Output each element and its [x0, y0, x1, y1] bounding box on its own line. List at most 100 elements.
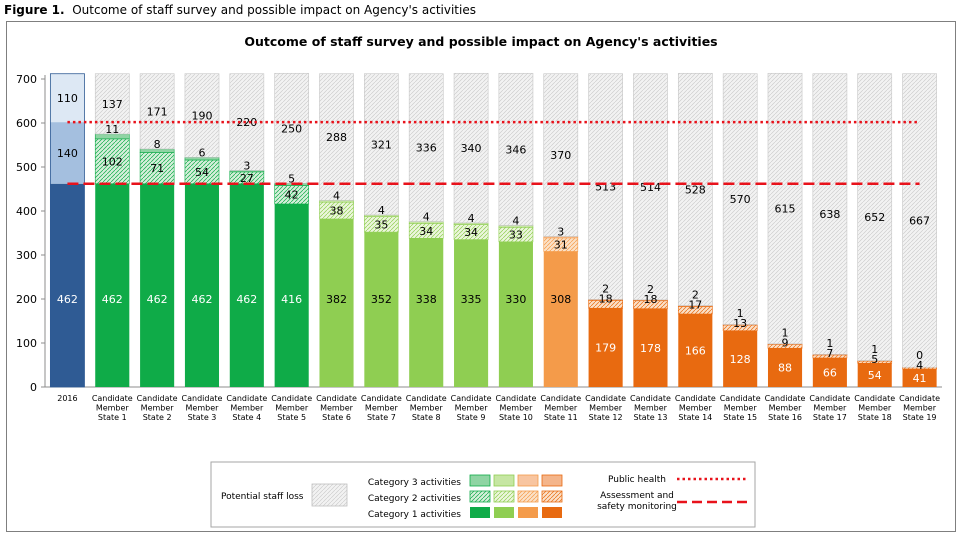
x-tick-label: Member — [275, 404, 309, 413]
data-label-staff-loss: 528 — [685, 183, 706, 196]
x-tick-label: Candidate — [92, 394, 133, 403]
data-label-category2: 17 — [688, 298, 702, 311]
x-tick-label: State 10 — [499, 413, 533, 422]
data-label-staff-loss: 652 — [864, 211, 885, 224]
bar-segment-staff-loss — [722, 73, 758, 325]
data-label-category2: 5 — [871, 353, 878, 366]
legend-swatch-c1-light-orange — [518, 507, 538, 518]
data-label-category1: 128 — [730, 353, 751, 366]
x-tick-label: State 13 — [634, 413, 668, 422]
data-label-category1: 41 — [913, 372, 927, 385]
data-label-category2: 18 — [643, 293, 657, 306]
data-label-staff-loss: 171 — [147, 105, 168, 118]
bar-segment-staff-loss — [902, 73, 937, 368]
bar-segment-category1 — [95, 183, 130, 387]
legend-swatch-c3-dark-orange — [541, 474, 563, 487]
x-tick-label: Member — [769, 404, 803, 413]
data-label-staff-loss: 250 — [281, 122, 302, 135]
bar-segment-staff-loss — [677, 72, 713, 306]
data-label-category1: 338 — [416, 293, 437, 306]
data-label-category1: 382 — [326, 293, 347, 306]
x-tick-label: State 3 — [188, 413, 217, 422]
data-label-category3: 4 — [512, 215, 519, 228]
data-label-staff-loss: 321 — [371, 138, 392, 151]
data-label-category1: 462 — [147, 293, 168, 306]
data-label-category1: 66 — [823, 366, 837, 379]
data-label-category3: 110 — [57, 92, 78, 105]
legend-label-potential-staff-loss: Potential staff loss — [221, 492, 304, 502]
bar-segment-category1 — [409, 238, 444, 387]
bar-segment-staff-loss — [139, 73, 175, 150]
data-label-staff-loss: 190 — [191, 110, 212, 123]
data-label-category1: 462 — [57, 293, 78, 306]
x-tick-label: Candidate — [451, 394, 492, 403]
x-tick-label: Candidate — [271, 394, 312, 403]
x-tick-label: Candidate — [137, 394, 178, 403]
x-tick-label: Member — [589, 404, 623, 413]
data-label-category2: 140 — [57, 147, 78, 160]
data-label-category3: 8 — [154, 138, 161, 151]
data-label-category3: 5 — [288, 172, 295, 185]
legend-swatch-c2-light-green — [493, 490, 515, 503]
data-label-staff-loss: 220 — [236, 116, 257, 129]
data-label-category1: 178 — [640, 342, 661, 355]
data-label-category2: 27 — [240, 172, 254, 185]
figure-caption: Figure 1. Outcome of staff survey and po… — [4, 3, 476, 17]
data-label-category2: 9 — [782, 336, 789, 349]
data-label-category3: 3 — [557, 226, 564, 239]
data-label-staff-loss: 336 — [416, 142, 437, 155]
legend-swatch-c1-light-green — [494, 507, 514, 518]
data-label-category1: 352 — [371, 293, 392, 306]
bar-segment-staff-loss — [319, 73, 354, 201]
chart-area: Outcome of staff survey and possible imp… — [6, 21, 956, 532]
y-tick-label: 700 — [16, 73, 37, 86]
data-label-category1: 462 — [102, 293, 123, 306]
data-label-category2: 35 — [374, 218, 388, 231]
data-label-category3: 1 — [826, 337, 833, 350]
x-tick-label: Member — [96, 404, 130, 413]
data-label-category3: 0 — [916, 349, 923, 362]
x-tick-label: State 6 — [322, 413, 351, 422]
legend-label-public-health: Public health — [608, 475, 666, 485]
bar-segment-category1 — [678, 313, 713, 387]
legend-swatch-c2-dark-orange — [541, 490, 563, 503]
data-label-category3: 1 — [871, 343, 878, 356]
bar-segment-staff-loss — [812, 73, 848, 355]
bar-segment-category1 — [454, 239, 489, 387]
x-tick-label: Member — [455, 404, 489, 413]
data-label-category3: 3 — [243, 160, 250, 173]
data-label-staff-loss: 137 — [102, 98, 123, 111]
bar-segment-category2 — [50, 122, 85, 184]
data-label-category2: 18 — [599, 292, 613, 305]
data-label-category3: 2 — [602, 282, 609, 295]
x-tick-label: Candidate — [899, 394, 940, 403]
data-label-category1: 335 — [461, 293, 482, 306]
x-tick-label: State 1 — [98, 413, 127, 422]
x-tick-label: Member — [858, 404, 892, 413]
bar-segment-staff-loss — [274, 72, 310, 184]
x-tick-label: Member — [634, 404, 668, 413]
x-tick-label: State 12 — [589, 413, 623, 422]
y-tick-label: 500 — [16, 161, 37, 174]
legend: Potential staff loss Category 3 activiti… — [210, 461, 756, 528]
x-tick-label: Candidate — [585, 394, 626, 403]
bar-segment-category2 — [94, 138, 130, 185]
x-tick-label: State 17 — [813, 413, 847, 422]
x-tick-label: Member — [903, 404, 937, 413]
data-label-staff-loss: 570 — [730, 193, 751, 206]
data-label-category2: 31 — [554, 239, 568, 252]
x-tick-label: Candidate — [854, 394, 895, 403]
bar-segment-staff-loss — [498, 72, 534, 226]
legend-label-assessment-2: safety monitoring — [597, 502, 677, 512]
figure-caption-label: Figure 1. — [4, 3, 65, 17]
x-tick-label: State 18 — [858, 413, 892, 422]
legend-label-assessment-1: Assessment and — [600, 491, 674, 501]
x-tick-label: State 16 — [768, 413, 802, 422]
legend-swatch-potential-staff-loss — [311, 483, 348, 507]
data-label-staff-loss: 615 — [775, 203, 796, 216]
bar-segment-category1 — [498, 241, 533, 387]
data-label-category3: 4 — [468, 212, 475, 225]
x-tick-label: State 8 — [412, 413, 441, 422]
bar-segment-category1 — [50, 183, 85, 387]
data-label-category2: 38 — [330, 205, 344, 218]
